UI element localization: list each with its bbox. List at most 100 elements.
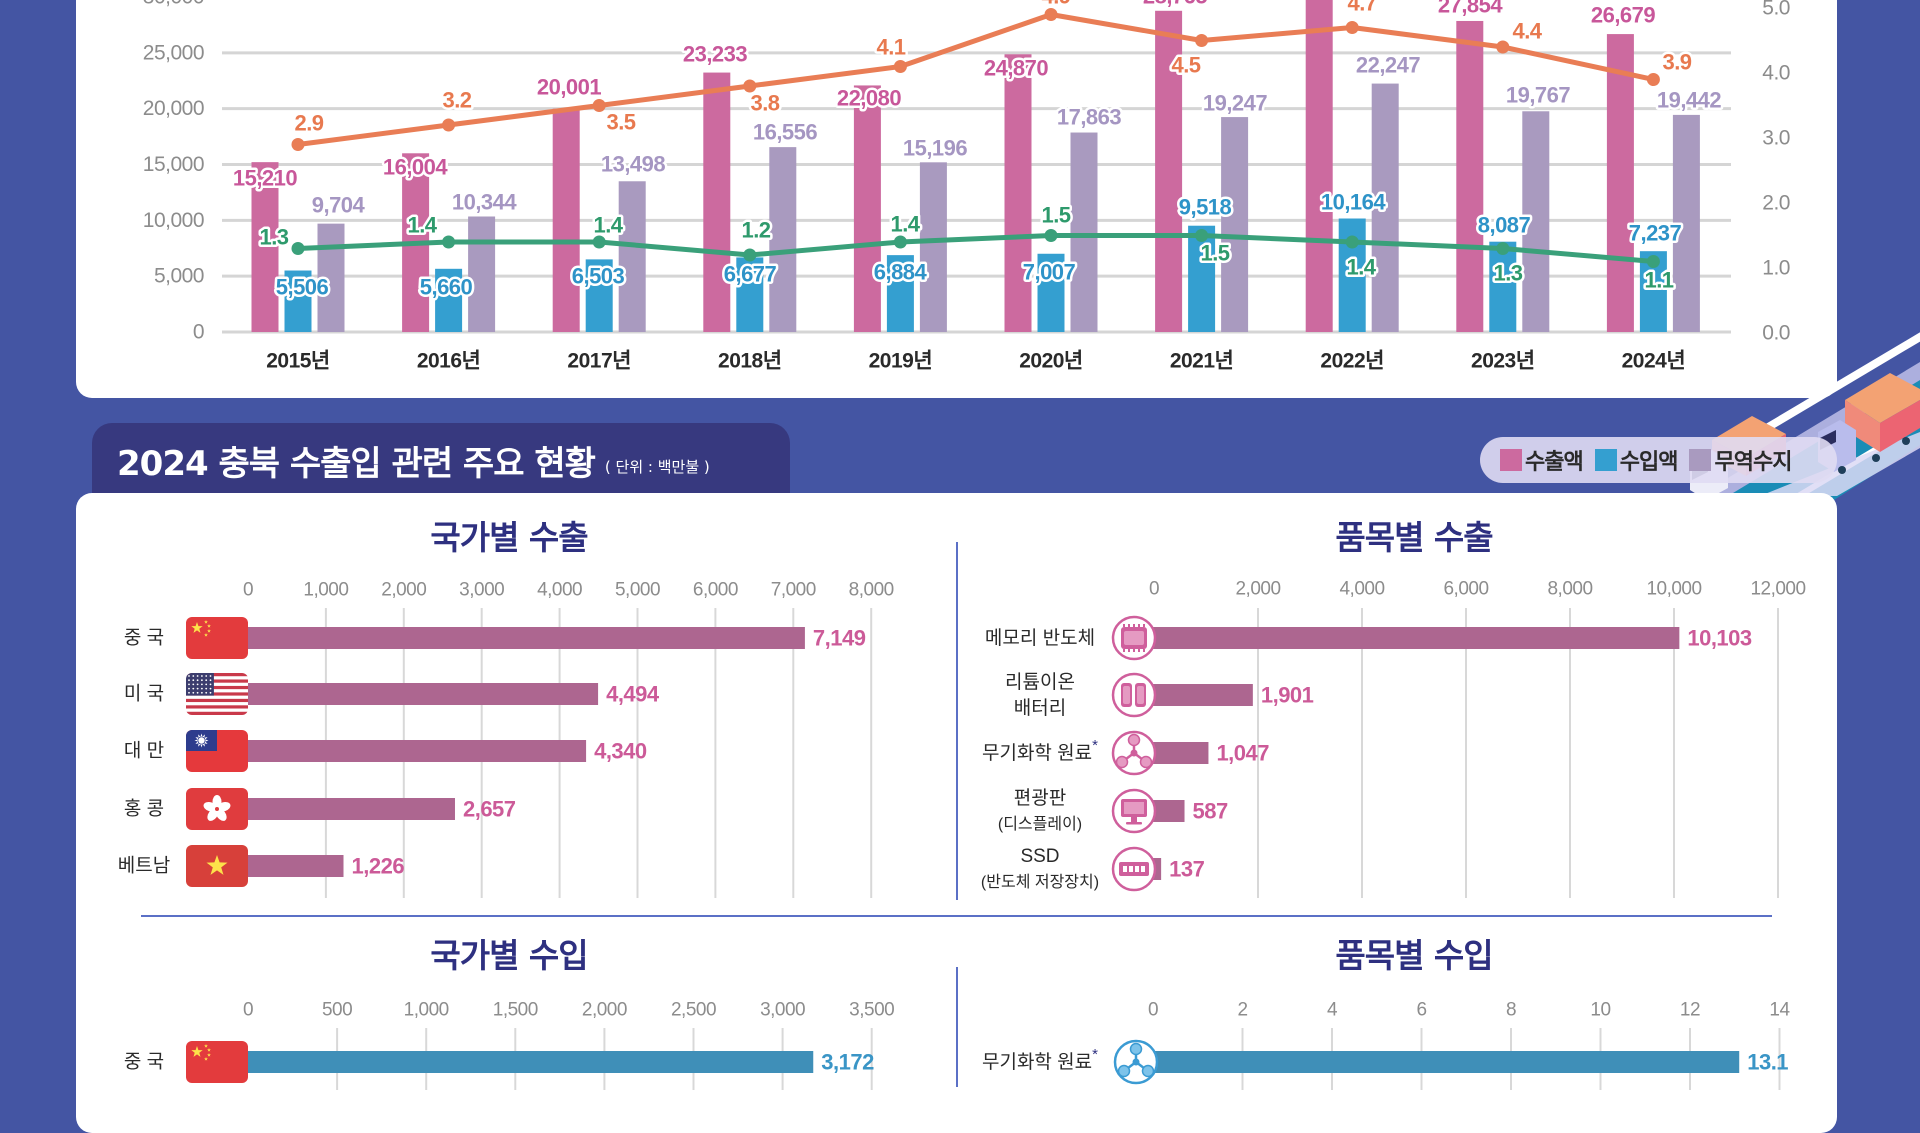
vertical-divider	[956, 967, 958, 1087]
category-label-text: (반도체 저장장치)	[981, 873, 1099, 891]
battery-icon	[1111, 672, 1157, 718]
bar	[919, 162, 947, 332]
x-tick-label: 10	[1590, 1000, 1610, 1021]
value-label: 137	[1169, 857, 1204, 882]
bar	[618, 181, 646, 332]
line-point	[1044, 229, 1058, 242]
value-label: 3,172	[821, 1050, 874, 1075]
value-labels: 5,506 5,660 6,503 6,677 6,884 7,007 9,518 10,16…	[273, 187, 1684, 302]
value-label: 587	[1193, 799, 1228, 824]
x-tick-label: 2024년	[1622, 350, 1686, 373]
x-tick-label: 4,000	[1339, 579, 1384, 600]
taiwan-flag-icon	[186, 730, 248, 772]
line	[297, 233, 1654, 264]
bar	[1150, 742, 1209, 764]
section-header-tab: 2024 충북 수출입 관련 주요 현황 ( 단위 : 백만불 )	[92, 423, 790, 495]
line-point	[1496, 40, 1510, 54]
bar	[1150, 800, 1185, 822]
bar-row: 미 국 4,494	[124, 673, 660, 715]
data-label: 3.5	[606, 110, 635, 135]
x-tick-label: 2,000	[381, 580, 426, 601]
line-point	[893, 60, 907, 73]
category-label-text: 편광판	[1014, 787, 1066, 809]
data-label: 13,498	[601, 152, 666, 177]
value-label: 13.1	[1747, 1050, 1788, 1075]
lower-charts: 0 1,000 2,000 3,000 4,000 5,000 6,000 7,000 8,00…	[118, 579, 1806, 1090]
value-label: 4,494	[606, 682, 660, 707]
data-label: 3.8	[750, 91, 779, 116]
data-label: 3.9	[1662, 50, 1691, 75]
line-point	[1345, 21, 1359, 34]
bar	[1037, 253, 1065, 332]
x-tick-label: 0	[1149, 579, 1159, 600]
data-label: 1.4	[890, 212, 920, 237]
category-label: 메모리 반도체	[985, 627, 1095, 649]
data-label: 4.1	[876, 35, 905, 60]
horizontal-divider	[141, 915, 1772, 917]
bar	[244, 855, 344, 877]
category-label-text: SSD	[1020, 846, 1059, 867]
bar-row: 베트남 1,226	[118, 845, 405, 887]
unit-label: ( 단위 : 백만불 )	[604, 457, 710, 476]
y-right-tick-label: 3.0	[1762, 127, 1790, 150]
category-label: 미 국	[124, 683, 164, 705]
value-labels: 2.9 3.2 3.5 3.8 4.1 4.9 4.5 4.7 4.4 3.9	[292, 0, 1695, 138]
x-tick-label: 12,000	[1750, 579, 1805, 600]
legend-swatch	[1500, 449, 1522, 471]
bar-row: 중 국 3,172	[124, 1041, 875, 1083]
bar	[552, 108, 580, 332]
bar-row: 홍 콩 2,657	[124, 788, 516, 830]
data-label: 5,506	[276, 275, 329, 300]
vertical-divider	[956, 542, 958, 900]
bar	[468, 216, 496, 332]
line-point	[1496, 242, 1510, 255]
country-import-chart: 0 500 1,000 1,500 2,000 2,500 3,000 3,500 중 국 3,1…	[124, 1000, 895, 1090]
data-label: 7,237	[1629, 221, 1682, 246]
bar-row: 편광판 (디스플레이) 587	[998, 787, 1228, 834]
data-label: 1.5	[1200, 241, 1229, 266]
category-label: 중 국	[124, 1052, 164, 1073]
bar-row: 메모리 반도체 10,103	[985, 615, 1752, 661]
category-label: (반도체 저장장치)	[981, 873, 1099, 891]
y-right-tick-label: 0.0	[1762, 322, 1790, 345]
x-tick-label: 3,500	[849, 1000, 894, 1021]
china-flag-icon	[186, 617, 248, 659]
x-tick-label: 2018년	[718, 350, 782, 373]
x-tick-label: 8,000	[1547, 579, 1592, 600]
category-label-text: (디스플레이)	[998, 815, 1082, 833]
category-label: 무기화학 원료*	[982, 737, 1098, 764]
data-label: 1.3	[1493, 261, 1522, 286]
x-tick-label: 2,000	[582, 1000, 627, 1021]
data-label: 15,210	[233, 166, 298, 191]
bar	[244, 1051, 814, 1073]
line-point	[442, 118, 456, 132]
x-tick-label: 2016년	[417, 350, 481, 373]
data-label: 6,503	[572, 264, 625, 289]
y-left-tick-label: 5,000	[154, 265, 204, 288]
bar-series	[251, 0, 1634, 333]
data-label: 19,247	[1203, 91, 1268, 116]
bar	[1606, 34, 1634, 332]
data-label: 5,660	[420, 275, 473, 300]
bar	[1070, 132, 1098, 332]
value-labels: 15,210 16,004 20,001 23,233 22,080 24,870 28,7…	[230, 0, 1658, 193]
data-label: 1.4	[1346, 255, 1376, 280]
panel-title-country-export: 국가별 수출	[430, 518, 588, 557]
x-tick-label: 4,000	[537, 580, 582, 601]
country-export-chart: 0 1,000 2,000 3,000 4,000 5,000 6,000 7,000 8,00…	[118, 580, 894, 898]
x-tick-label: 2017년	[567, 350, 631, 373]
x-tick-label: 10,000	[1646, 579, 1701, 600]
data-label: 2.9	[294, 111, 323, 136]
category-label: 리튬이온	[1005, 671, 1075, 693]
data-label: 19,767	[1506, 83, 1571, 108]
value-labels: 9,704 10,344 13,498 16,556 15,196 17,863 19,24…	[309, 50, 1724, 220]
bar	[1371, 83, 1399, 332]
line-point	[1345, 235, 1359, 249]
x-tick-label: 2020년	[1019, 350, 1083, 373]
y-left-tick-label: 15,000	[143, 153, 204, 176]
bar	[1672, 114, 1700, 332]
y-left-tick-label: 10,000	[143, 209, 204, 232]
line-point	[592, 235, 606, 249]
data-label: 17,863	[1057, 105, 1122, 130]
product-export-chart: 0 2,000 4,000 6,000 8,000 10,000 12,000 메모리 반도체…	[981, 579, 1806, 898]
